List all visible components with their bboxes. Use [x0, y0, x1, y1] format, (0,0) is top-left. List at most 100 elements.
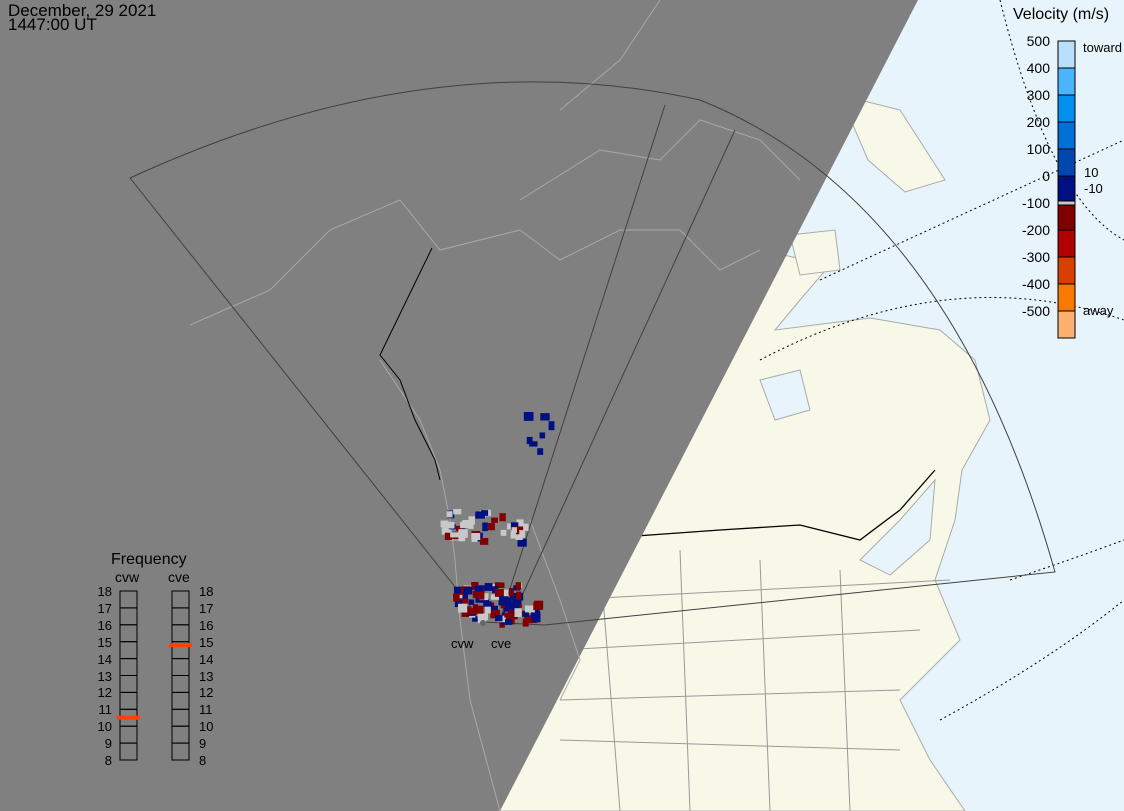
- scatter-cell: [448, 521, 455, 529]
- scatter-cell: [475, 605, 484, 614]
- scatter-cell: [456, 525, 463, 531]
- scatter-cell: [464, 606, 471, 615]
- frequency-tick: 18: [97, 584, 112, 599]
- frequency-tick: 17: [199, 600, 214, 616]
- velocity-tick: -400: [1021, 276, 1050, 292]
- radar-fields-of-view: [129, 81, 1056, 626]
- grid-lines: [759, 0, 1124, 721]
- alaska-border: [379, 247, 441, 481]
- velocity-tick: -200: [1021, 222, 1050, 238]
- scatter-cell: [499, 596, 509, 605]
- scatter-cell: [539, 432, 546, 439]
- scatter-cell: [509, 594, 517, 601]
- scatter-cell: [533, 602, 542, 611]
- frequency-tick: 11: [98, 702, 113, 718]
- scatter-cell: [459, 598, 469, 604]
- scatter-cell: [459, 586, 465, 595]
- frequency-tick: 12: [97, 685, 112, 701]
- scatter-cell: [524, 615, 533, 624]
- scatter-cell: [515, 582, 522, 590]
- radar-label-cvw: cvw: [451, 636, 474, 651]
- frequency-tick: 15: [97, 634, 112, 650]
- frequency-tick: 14: [97, 651, 112, 667]
- radar-name-cvw: cvw: [115, 569, 140, 585]
- state-borders: [559, 549, 951, 811]
- scatter-cell: [511, 527, 517, 533]
- scatter-cell: [450, 532, 460, 538]
- scatter-cell: [472, 604, 479, 612]
- scatter-cell: [453, 509, 462, 515]
- frequency-tick: 13: [199, 668, 214, 684]
- frequency-tick: 8: [199, 753, 207, 768]
- scatter-cell: [468, 520, 474, 529]
- frequency-tick: 15: [199, 634, 214, 650]
- colorbar-segment: [1057, 175, 1076, 202]
- scatter-cell: [504, 619, 513, 625]
- scatter-cell: [483, 601, 492, 607]
- scatter-cell: [530, 610, 540, 617]
- water-gulf: [859, 478, 936, 576]
- frequency-tick: 9: [199, 736, 207, 752]
- scatter-cell: [484, 583, 493, 591]
- frequency-tick: 16: [199, 617, 214, 633]
- scatter-cell: [472, 590, 481, 599]
- scatter-cell: [494, 588, 504, 597]
- scatter-cell: [514, 608, 522, 617]
- scatter-cell: [500, 529, 507, 536]
- scatter-cell: [462, 520, 469, 528]
- colorbar-segment: [1057, 256, 1076, 285]
- colorbar-segment: [1057, 148, 1076, 177]
- velocity-tick: 200: [1026, 114, 1050, 130]
- scatter-cell: [491, 517, 498, 523]
- frequency-tick: 18: [199, 584, 214, 599]
- scatter-cell: [519, 523, 529, 531]
- radar-label-cve: cve: [491, 636, 512, 651]
- velocity-tick: -500: [1021, 303, 1050, 319]
- frequency-tick: 8: [104, 753, 112, 768]
- land-baffin: [839, 94, 946, 193]
- colorbar-segment: [1057, 229, 1076, 258]
- scatter-cell: [516, 519, 524, 527]
- date-label: December, 29 2021: [8, 1, 157, 20]
- scatter-cell: [477, 614, 487, 624]
- scatter-cell: [517, 538, 527, 547]
- scatter-cell: [482, 522, 488, 532]
- radar-site-icon: [480, 620, 486, 626]
- scatter-cell: [515, 534, 523, 541]
- scatter-cell: [458, 529, 468, 538]
- colorbar-segment: [1057, 310, 1076, 339]
- scatter-cell: [479, 538, 489, 545]
- away-label: away: [1083, 303, 1114, 318]
- scatter-cell: [454, 599, 463, 608]
- scatter-cell: [505, 603, 512, 610]
- scatter-cell: [529, 441, 538, 447]
- frequency-marker-cve: [169, 643, 192, 648]
- gs-upper-label: 10: [1084, 165, 1099, 180]
- land-island: [789, 229, 841, 276]
- scatter-cell: [531, 613, 541, 623]
- frequency-tick: 10: [97, 719, 112, 735]
- colorbar-segment: [1057, 94, 1076, 123]
- frequency-bars: [117, 590, 192, 761]
- scatter-cell: [540, 413, 550, 421]
- frequency-cell: [171, 742, 190, 761]
- scatter-cell: [513, 526, 524, 534]
- frequency-tick: 12: [199, 685, 214, 701]
- frequency-tick: 16: [97, 617, 112, 633]
- scatter-cell: [523, 412, 534, 421]
- scatter-cell: [522, 610, 529, 617]
- scatter-cell: [468, 599, 475, 605]
- scatter-cell: [446, 511, 453, 518]
- velocity-tick: 0: [1042, 168, 1050, 184]
- scatter-cell: [462, 593, 468, 601]
- scatter-cell: [444, 532, 453, 540]
- scatter-cell: [501, 589, 509, 598]
- scatter-cell: [463, 586, 473, 595]
- toward-label: toward: [1083, 40, 1123, 55]
- velocity-tick: -100: [1021, 195, 1050, 211]
- gs-lower-label: -10: [1084, 181, 1103, 196]
- scatter-cell: [481, 510, 489, 516]
- scatter-cell: [490, 594, 499, 600]
- scatter-cell: [477, 590, 485, 600]
- scatter-cell: [515, 591, 522, 600]
